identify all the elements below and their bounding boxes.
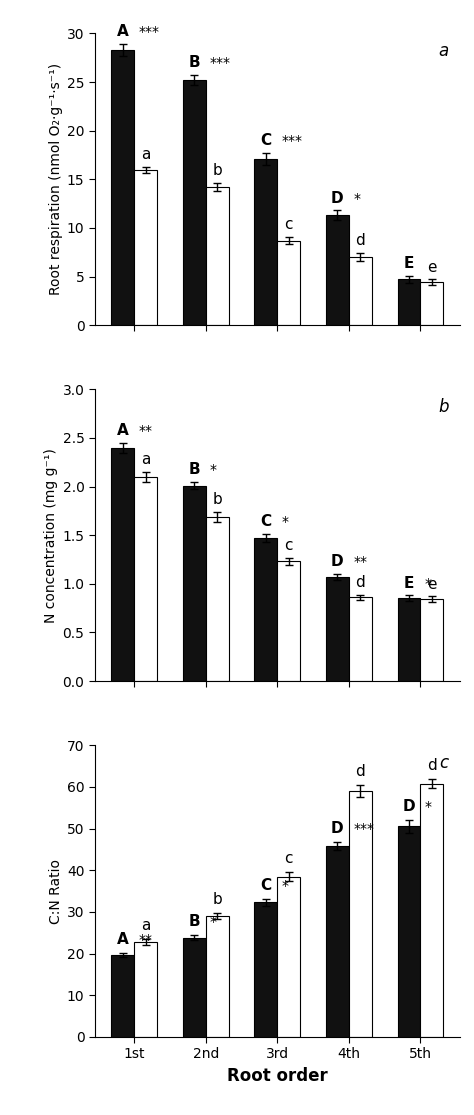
Y-axis label: Root respiration (nmol O₂·g⁻¹·s⁻¹): Root respiration (nmol O₂·g⁻¹·s⁻¹) [49, 64, 63, 295]
Bar [255, 539, 277, 681]
Text: C: C [260, 133, 272, 148]
Text: C: C [260, 878, 272, 893]
Text: **: ** [353, 555, 367, 570]
Text: d: d [356, 233, 365, 249]
Text: *: * [425, 576, 432, 591]
Bar [134, 942, 157, 1037]
Text: B: B [189, 914, 200, 929]
Text: ***: *** [353, 822, 374, 835]
Bar [326, 846, 349, 1037]
Text: a: a [141, 918, 150, 933]
Text: b: b [212, 163, 222, 178]
Text: d: d [427, 758, 437, 773]
Bar [420, 784, 443, 1037]
Bar [349, 791, 372, 1037]
Bar [206, 917, 228, 1037]
Text: *: * [282, 515, 289, 530]
Bar [326, 215, 349, 326]
Text: D: D [331, 191, 344, 205]
Text: A: A [117, 932, 128, 947]
Text: B: B [189, 56, 200, 70]
Bar [111, 50, 134, 326]
Text: ***: *** [210, 57, 231, 70]
Bar [277, 562, 300, 681]
Bar [420, 600, 443, 681]
Bar [206, 516, 228, 681]
Text: ***: *** [138, 26, 159, 39]
Text: D: D [402, 799, 415, 814]
Text: b: b [212, 492, 222, 507]
Text: b: b [438, 398, 449, 416]
Text: a: a [141, 147, 150, 162]
Text: *: * [353, 192, 360, 205]
Bar [277, 241, 300, 326]
Text: E: E [404, 255, 414, 271]
Text: **: ** [138, 933, 153, 947]
Bar [206, 187, 228, 326]
Text: e: e [427, 576, 437, 592]
Bar [111, 956, 134, 1037]
Bar [183, 938, 206, 1037]
Text: d: d [356, 574, 365, 590]
X-axis label: Root order: Root order [227, 1067, 328, 1085]
Text: A: A [117, 423, 128, 438]
Bar [398, 599, 420, 681]
Bar [134, 477, 157, 681]
Text: e: e [427, 260, 437, 274]
Bar [111, 448, 134, 681]
Text: *: * [210, 915, 217, 929]
Bar [183, 80, 206, 326]
Text: A: A [117, 25, 128, 39]
Text: D: D [331, 821, 344, 835]
Text: c: c [284, 537, 293, 553]
Text: E: E [404, 575, 414, 591]
Bar [420, 282, 443, 326]
Bar [326, 578, 349, 681]
Bar [349, 258, 372, 326]
Text: d: d [356, 764, 365, 778]
Text: *: * [425, 799, 432, 814]
Text: c: c [284, 216, 293, 232]
Text: *: * [210, 463, 217, 477]
Bar [277, 876, 300, 1037]
Bar [255, 159, 277, 326]
Bar [134, 169, 157, 326]
Text: c: c [284, 851, 293, 866]
Bar [183, 486, 206, 681]
Text: a: a [141, 453, 150, 467]
Text: a: a [438, 42, 449, 60]
Text: *: * [282, 879, 289, 893]
Text: D: D [331, 554, 344, 570]
Text: ***: *** [282, 134, 302, 148]
Y-axis label: N concentration (mg g⁻¹): N concentration (mg g⁻¹) [44, 448, 58, 622]
Text: B: B [189, 462, 200, 477]
Text: C: C [260, 514, 272, 530]
Text: c: c [440, 754, 449, 772]
Bar [349, 598, 372, 681]
Text: b: b [212, 892, 222, 906]
Bar [398, 280, 420, 326]
Bar [255, 902, 277, 1037]
Y-axis label: C:N Ratio: C:N Ratio [49, 859, 63, 923]
Bar [398, 826, 420, 1037]
Text: **: ** [138, 424, 153, 438]
